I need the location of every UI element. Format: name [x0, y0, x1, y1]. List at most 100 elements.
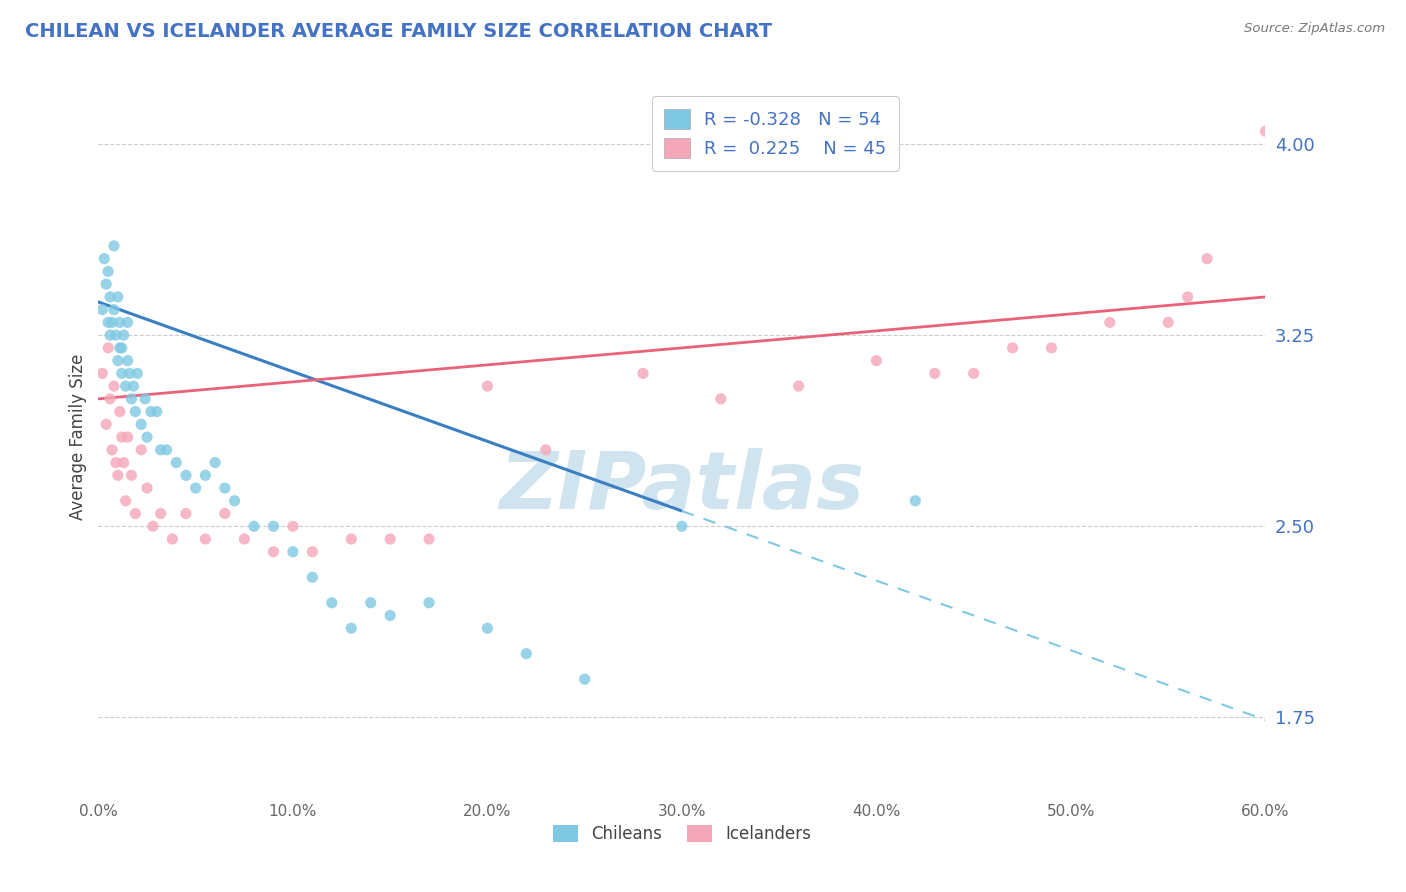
Point	[101, 315, 124, 329]
Point	[124, 404, 146, 418]
Point	[108, 315, 131, 329]
Point	[262, 519, 284, 533]
Point	[122, 379, 145, 393]
Point	[107, 353, 129, 368]
Point	[108, 404, 131, 418]
Point	[1177, 290, 1199, 304]
Point	[98, 328, 121, 343]
Point	[98, 392, 121, 406]
Point	[103, 239, 125, 253]
Point	[117, 430, 139, 444]
Point	[97, 315, 120, 329]
Point	[117, 353, 139, 368]
Point	[574, 672, 596, 686]
Point	[112, 456, 135, 470]
Point	[108, 341, 131, 355]
Point	[184, 481, 207, 495]
Point	[477, 379, 499, 393]
Point	[671, 519, 693, 533]
Point	[281, 519, 304, 533]
Point	[865, 353, 887, 368]
Point	[233, 532, 256, 546]
Point	[380, 532, 402, 546]
Point	[149, 442, 172, 457]
Point	[281, 545, 304, 559]
Point	[114, 493, 136, 508]
Point	[165, 456, 187, 470]
Point	[174, 507, 197, 521]
Point	[1195, 252, 1218, 266]
Point	[301, 570, 323, 584]
Point	[214, 507, 236, 521]
Point	[194, 532, 217, 546]
Text: CHILEAN VS ICELANDER AVERAGE FAMILY SIZE CORRELATION CHART: CHILEAN VS ICELANDER AVERAGE FAMILY SIZE…	[25, 22, 772, 41]
Point	[301, 545, 323, 559]
Point	[1040, 341, 1063, 355]
Point	[124, 507, 146, 521]
Point	[1001, 341, 1024, 355]
Legend: Chileans, Icelanders: Chileans, Icelanders	[546, 818, 818, 850]
Point	[93, 252, 115, 266]
Point	[91, 302, 114, 317]
Point	[962, 367, 984, 381]
Point	[534, 442, 557, 457]
Point	[107, 290, 129, 304]
Point	[111, 367, 134, 381]
Text: ZIPatlas: ZIPatlas	[499, 448, 865, 526]
Point	[418, 596, 440, 610]
Point	[155, 442, 177, 457]
Point	[103, 302, 125, 317]
Point	[98, 290, 121, 304]
Point	[107, 468, 129, 483]
Point	[262, 545, 284, 559]
Point	[149, 507, 172, 521]
Point	[1254, 124, 1277, 138]
Point	[631, 367, 654, 381]
Point	[129, 417, 152, 432]
Point	[340, 532, 363, 546]
Point	[96, 417, 118, 432]
Point	[134, 392, 156, 406]
Point	[204, 456, 226, 470]
Point	[121, 468, 143, 483]
Point	[477, 621, 499, 635]
Point	[340, 621, 363, 635]
Point	[904, 493, 927, 508]
Point	[1098, 315, 1121, 329]
Point	[924, 367, 946, 381]
Point	[97, 341, 120, 355]
Point	[114, 379, 136, 393]
Point	[194, 468, 217, 483]
Point	[243, 519, 266, 533]
Text: Source: ZipAtlas.com: Source: ZipAtlas.com	[1244, 22, 1385, 36]
Point	[121, 392, 143, 406]
Point	[321, 596, 343, 610]
Point	[162, 532, 184, 546]
Point	[117, 315, 139, 329]
Point	[380, 608, 402, 623]
Point	[787, 379, 810, 393]
Point	[129, 442, 152, 457]
Point	[136, 481, 159, 495]
Point	[97, 264, 120, 278]
Point	[174, 468, 197, 483]
Point	[146, 404, 169, 418]
Point	[214, 481, 236, 495]
Point	[103, 379, 125, 393]
Point	[360, 596, 382, 610]
Point	[101, 442, 124, 457]
Point	[142, 519, 165, 533]
Point	[91, 367, 114, 381]
Point	[104, 456, 127, 470]
Point	[127, 367, 149, 381]
Point	[118, 367, 141, 381]
Point	[515, 647, 537, 661]
Point	[224, 493, 246, 508]
Point	[710, 392, 733, 406]
Point	[112, 328, 135, 343]
Point	[111, 430, 134, 444]
Point	[104, 328, 127, 343]
Point	[418, 532, 440, 546]
Point	[136, 430, 159, 444]
Point	[111, 341, 134, 355]
